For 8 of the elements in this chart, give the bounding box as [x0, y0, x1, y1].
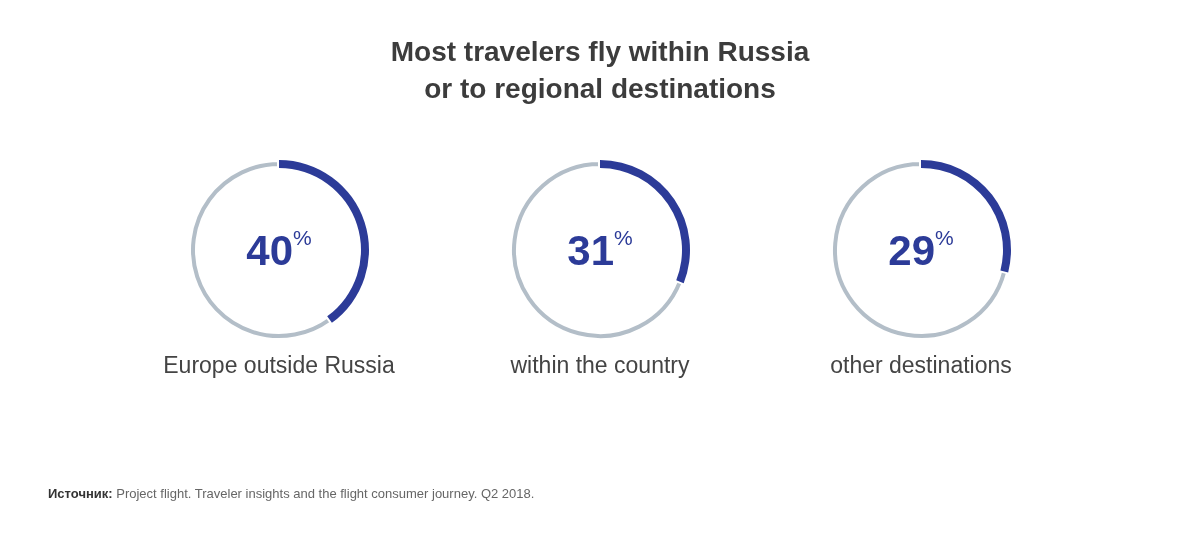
text: 29$^{%}$	[888, 226, 954, 274]
text: 31$^{%}$	[567, 226, 633, 274]
text: 40$^{%}$	[246, 226, 312, 274]
text: within the country	[509, 352, 690, 378]
text: Europe outside Russia	[163, 352, 395, 378]
text: Most travelers fly within Russia or to regional destinations	[390, 36, 810, 104]
text: other destinations	[830, 352, 1012, 378]
text: Источник: Project flight. Traveler insights and the flight consumer journey. Q2 2018.	[48, 486, 535, 501]
